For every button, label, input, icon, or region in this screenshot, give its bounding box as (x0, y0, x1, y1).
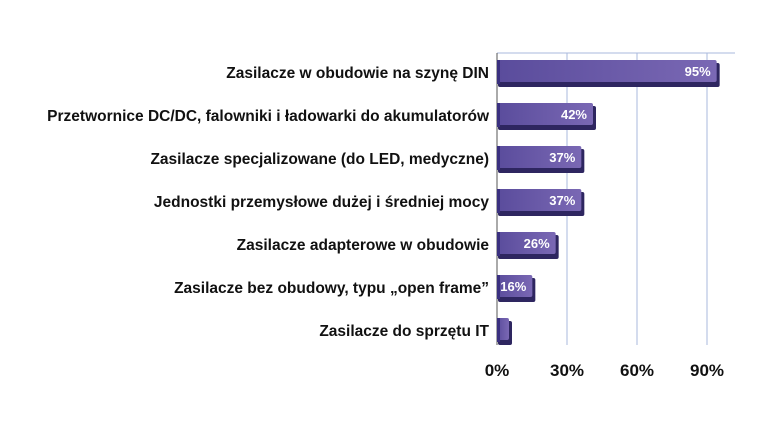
bar-edge (497, 232, 500, 256)
x-tick-label: 30% (550, 361, 584, 380)
data-label: 37% (549, 193, 575, 208)
bar-edge (497, 275, 500, 299)
x-tick-label: 0% (485, 361, 510, 380)
data-label: 37% (549, 150, 575, 165)
category-label: Zasilacze w obudowie na szynę DIN (226, 65, 489, 82)
category-label: Zasilacze do sprzętu IT (319, 323, 489, 340)
bar-edge (497, 103, 500, 127)
data-label: 42% (561, 107, 587, 122)
category-label: Zasilacze bez obudowy, typu „open frame” (174, 280, 489, 297)
category-label: Zasilacze adapterowe w obudowie (237, 237, 490, 254)
bar (497, 60, 717, 82)
category-label: Zasilacze specjalizowane (do LED, medycz… (150, 151, 489, 168)
x-tick-label: 60% (620, 361, 654, 380)
bar (497, 103, 593, 125)
category-label: Przetwornice DC/DC, falowniki i ładowark… (47, 108, 490, 125)
data-label: 26% (524, 236, 550, 251)
x-tick-label: 90% (690, 361, 724, 380)
bar-edge (497, 146, 500, 170)
category-label: Jednostki przemysłowe dużej i średniej m… (154, 194, 489, 211)
bar (497, 189, 582, 211)
bar (497, 232, 556, 254)
bar-edge (497, 60, 500, 84)
data-label: 16% (500, 279, 526, 294)
bar-edge (497, 318, 500, 342)
bar (497, 275, 533, 297)
data-label: 95% (685, 64, 711, 79)
bar-edge (497, 189, 500, 213)
bar (497, 146, 582, 168)
